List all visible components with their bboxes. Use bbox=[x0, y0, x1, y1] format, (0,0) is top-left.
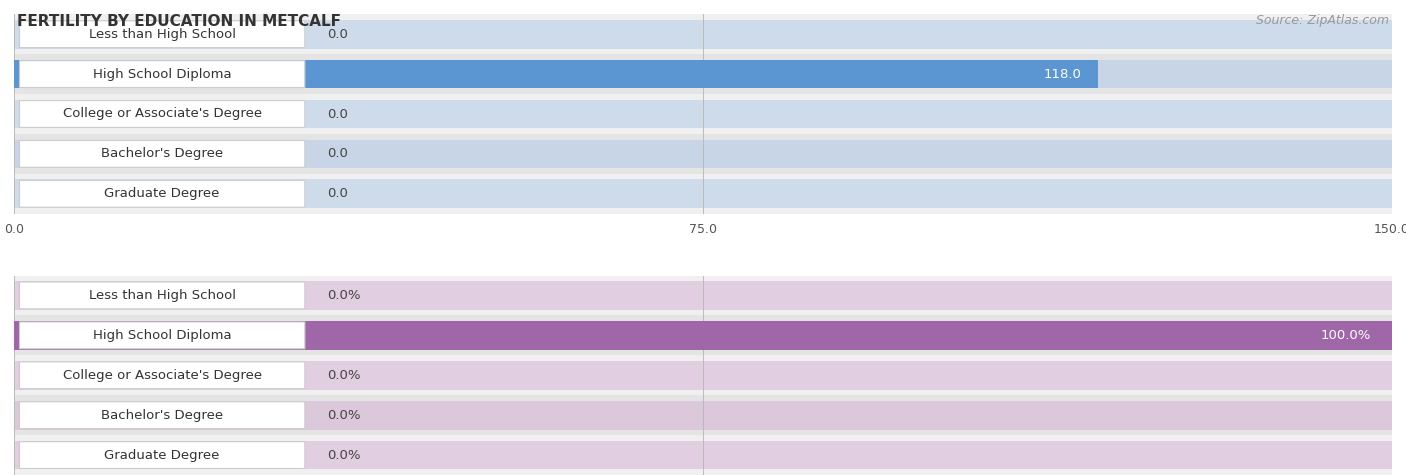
Bar bbox=[14, 180, 1392, 208]
Bar bbox=[14, 315, 1392, 355]
FancyBboxPatch shape bbox=[20, 180, 305, 207]
Text: Bachelor's Degree: Bachelor's Degree bbox=[101, 408, 224, 422]
Text: College or Associate's Degree: College or Associate's Degree bbox=[63, 369, 262, 382]
Text: Less than High School: Less than High School bbox=[89, 28, 236, 41]
Bar bbox=[14, 355, 1392, 395]
FancyBboxPatch shape bbox=[20, 141, 305, 167]
Text: 0.0: 0.0 bbox=[326, 187, 347, 200]
Text: Graduate Degree: Graduate Degree bbox=[104, 187, 219, 200]
Text: College or Associate's Degree: College or Associate's Degree bbox=[63, 107, 262, 121]
Bar bbox=[14, 94, 1392, 134]
Text: 0.0: 0.0 bbox=[326, 107, 347, 121]
FancyBboxPatch shape bbox=[20, 101, 305, 127]
Bar bbox=[14, 134, 1392, 174]
Bar bbox=[14, 54, 1392, 94]
Text: 118.0: 118.0 bbox=[1043, 67, 1081, 81]
Bar bbox=[14, 140, 1392, 168]
FancyBboxPatch shape bbox=[20, 282, 305, 309]
Text: High School Diploma: High School Diploma bbox=[93, 329, 232, 342]
Bar bbox=[14, 401, 1392, 429]
Text: Bachelor's Degree: Bachelor's Degree bbox=[101, 147, 224, 161]
Text: 0.0%: 0.0% bbox=[326, 408, 360, 422]
Bar bbox=[14, 20, 1392, 48]
Text: Less than High School: Less than High School bbox=[89, 289, 236, 302]
Text: 0.0%: 0.0% bbox=[326, 289, 360, 302]
Text: 0.0: 0.0 bbox=[326, 28, 347, 41]
Bar bbox=[14, 60, 1392, 88]
FancyBboxPatch shape bbox=[20, 61, 305, 87]
Text: Source: ZipAtlas.com: Source: ZipAtlas.com bbox=[1256, 14, 1389, 27]
Bar bbox=[14, 321, 1392, 350]
Bar bbox=[14, 441, 1392, 469]
Bar bbox=[14, 100, 1392, 128]
Bar bbox=[14, 174, 1392, 214]
Text: 0.0: 0.0 bbox=[326, 147, 347, 161]
Bar bbox=[14, 361, 1392, 390]
Bar bbox=[14, 435, 1392, 475]
Text: 0.0%: 0.0% bbox=[326, 369, 360, 382]
Bar bbox=[14, 395, 1392, 435]
FancyBboxPatch shape bbox=[20, 402, 305, 428]
Text: 0.0%: 0.0% bbox=[326, 448, 360, 462]
Bar bbox=[14, 281, 1392, 310]
Bar bbox=[14, 14, 1392, 54]
Bar bbox=[14, 276, 1392, 315]
FancyBboxPatch shape bbox=[20, 362, 305, 389]
Text: High School Diploma: High School Diploma bbox=[93, 67, 232, 81]
Text: Graduate Degree: Graduate Degree bbox=[104, 448, 219, 462]
Bar bbox=[14, 321, 1392, 350]
Text: 100.0%: 100.0% bbox=[1320, 329, 1371, 342]
Bar bbox=[14, 60, 1098, 88]
FancyBboxPatch shape bbox=[20, 21, 305, 48]
FancyBboxPatch shape bbox=[20, 322, 305, 349]
FancyBboxPatch shape bbox=[20, 442, 305, 468]
Text: FERTILITY BY EDUCATION IN METCALF: FERTILITY BY EDUCATION IN METCALF bbox=[17, 14, 340, 29]
